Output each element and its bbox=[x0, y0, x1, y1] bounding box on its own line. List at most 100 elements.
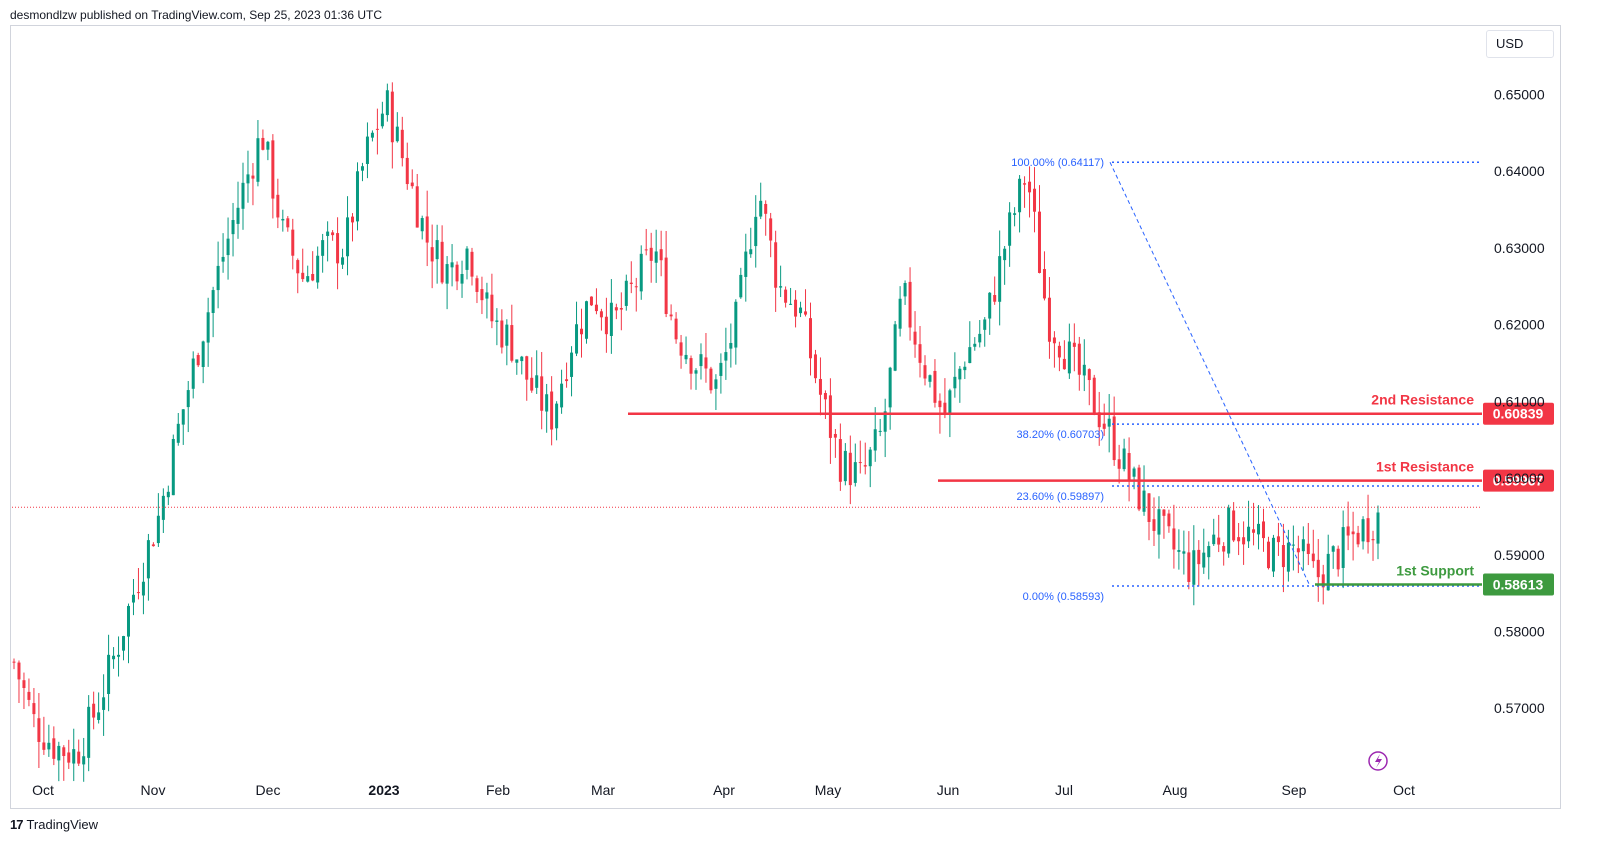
candle-body bbox=[1177, 550, 1181, 552]
candle-body bbox=[360, 166, 364, 171]
candle-body bbox=[759, 200, 763, 217]
candle-body bbox=[853, 462, 857, 483]
candle-body bbox=[475, 278, 479, 292]
candle-body bbox=[1351, 531, 1355, 535]
candle-body bbox=[1247, 526, 1251, 542]
tradingview-brand-label: TradingView bbox=[26, 817, 99, 832]
candle-body bbox=[644, 249, 648, 251]
candle-body bbox=[400, 129, 404, 159]
candle-body bbox=[525, 356, 529, 380]
candle-body bbox=[171, 438, 175, 496]
time-tick-label: Oct bbox=[1393, 782, 1415, 798]
candle-body bbox=[629, 282, 633, 284]
candle-body bbox=[659, 249, 663, 261]
candle-body bbox=[276, 194, 280, 218]
candle-body bbox=[614, 307, 618, 311]
candle-body bbox=[1127, 453, 1131, 480]
candle-body bbox=[355, 171, 359, 222]
candle-body bbox=[589, 296, 593, 306]
time-tick-label: Dec bbox=[256, 782, 281, 798]
candle-body bbox=[973, 343, 977, 347]
candle-body bbox=[87, 706, 91, 758]
fib-level-label: 38.20% (0.60703) bbox=[1017, 429, 1104, 441]
time-axis: Oct Nov Dec 2023 Feb Mar Apr May Jun Jul Aug Sep Oct bbox=[32, 782, 1415, 798]
candle-body bbox=[649, 247, 653, 261]
candle-body bbox=[863, 465, 867, 467]
candle-body bbox=[1321, 574, 1325, 588]
candle-body bbox=[1033, 188, 1037, 212]
candle-body bbox=[963, 366, 967, 371]
fib-level-label: 0.00% (0.58593) bbox=[1023, 591, 1104, 603]
candle-body bbox=[530, 377, 534, 391]
candle-body bbox=[326, 231, 330, 236]
candle-body bbox=[560, 383, 564, 408]
candle-body bbox=[181, 409, 185, 425]
candle-body bbox=[749, 249, 753, 255]
level-price-badge bbox=[1483, 573, 1554, 596]
candle-body bbox=[1157, 509, 1161, 535]
candle-body bbox=[131, 594, 135, 603]
price-tick-label: 0.58000 bbox=[1494, 624, 1545, 640]
candle-body bbox=[1366, 518, 1370, 543]
candle-body bbox=[201, 341, 205, 368]
candle-body bbox=[490, 294, 494, 322]
candle-body bbox=[206, 312, 210, 343]
candle-body bbox=[311, 274, 315, 281]
candle-body bbox=[1102, 423, 1106, 429]
candle-body bbox=[1197, 549, 1201, 565]
candle-body bbox=[808, 318, 812, 359]
price-tick-label: 0.60000 bbox=[1494, 470, 1545, 486]
candle-body bbox=[211, 290, 215, 314]
candle-body bbox=[769, 218, 773, 241]
candle-body bbox=[983, 319, 987, 330]
candle-body bbox=[445, 264, 449, 284]
candle-body bbox=[1162, 509, 1166, 516]
time-tick-label: Jul bbox=[1055, 782, 1073, 798]
candle-body bbox=[520, 356, 524, 362]
candle-body bbox=[1371, 539, 1375, 541]
level-name-label: 1st Resistance bbox=[1376, 459, 1474, 475]
candle-body bbox=[1037, 211, 1041, 273]
candle-body bbox=[998, 256, 1002, 302]
candle-body bbox=[261, 137, 265, 150]
currency-button[interactable]: USD bbox=[1486, 30, 1554, 58]
candle-body bbox=[550, 391, 554, 430]
candle-body bbox=[1346, 526, 1350, 536]
time-tick-label: May bbox=[815, 782, 841, 798]
candle-body bbox=[724, 352, 728, 361]
candle-body bbox=[117, 654, 121, 657]
candle-body bbox=[82, 756, 86, 765]
candle-body bbox=[1316, 559, 1320, 578]
fib-level-label: 100.00% (0.64117) bbox=[1011, 157, 1104, 169]
candle-body bbox=[216, 265, 220, 291]
candle-body bbox=[978, 333, 982, 343]
candle-body bbox=[694, 370, 698, 374]
candle-body bbox=[838, 439, 842, 482]
candle-body bbox=[1202, 552, 1206, 568]
candle-body bbox=[704, 357, 708, 369]
candle-body bbox=[744, 251, 748, 277]
tradingview-logo[interactable]: 17 TradingView bbox=[10, 817, 98, 832]
candles-layer bbox=[12, 82, 1380, 782]
candle-body bbox=[425, 216, 429, 243]
candle-body bbox=[664, 257, 668, 314]
candle-body bbox=[450, 262, 454, 268]
candle-body bbox=[231, 220, 235, 235]
level-price-label: 0.60839 bbox=[1493, 406, 1544, 422]
candle-body bbox=[1092, 377, 1096, 415]
candle-body bbox=[789, 303, 793, 305]
candle-body bbox=[679, 342, 683, 356]
price-tick-label: 0.59000 bbox=[1494, 547, 1545, 563]
time-tick-label: Jun bbox=[937, 782, 960, 798]
candle-body bbox=[365, 136, 369, 164]
candle-body bbox=[435, 240, 439, 260]
candle-body bbox=[1207, 546, 1211, 558]
candle-body bbox=[331, 232, 335, 236]
candle-body bbox=[804, 311, 808, 315]
candle-body bbox=[440, 241, 444, 283]
candle-body bbox=[1291, 544, 1295, 546]
candle-body bbox=[32, 703, 36, 715]
candle-body bbox=[186, 390, 190, 408]
candle-body bbox=[1281, 545, 1285, 568]
